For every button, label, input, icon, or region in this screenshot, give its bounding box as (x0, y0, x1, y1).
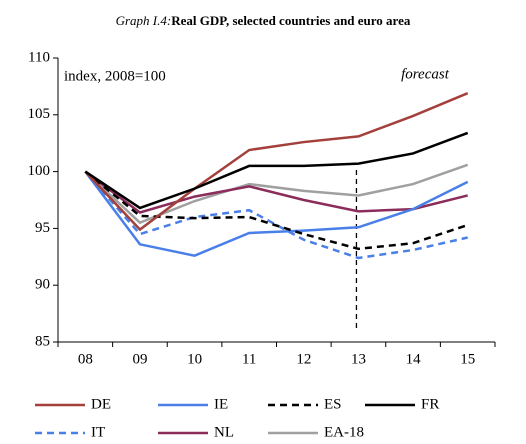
legend-label: NL (214, 424, 234, 440)
series-line (84, 92, 469, 232)
legend-label: IT (91, 424, 105, 440)
annotation: index, 2008=100 (64, 68, 166, 84)
series-line (84, 170, 469, 257)
y-tick-label: 95 (35, 220, 50, 236)
legend-label: IE (214, 396, 228, 412)
series-line (84, 170, 469, 251)
x-tick-label: 15 (460, 351, 475, 367)
x-tick-label: 10 (187, 351, 202, 367)
series-line (84, 170, 468, 260)
x-tick-label: 09 (132, 351, 147, 367)
graph-label: Graph I.4: (116, 13, 172, 28)
x-tick-label: 14 (406, 351, 422, 367)
x-tick-label: 08 (78, 351, 93, 367)
x-tick-label: 11 (242, 351, 256, 367)
y-tick-label: 90 (35, 277, 50, 293)
legend-label: EA-18 (324, 424, 364, 440)
y-tick-label: 110 (28, 49, 50, 65)
chart-title: Graph I.4:Real GDP, selected countries a… (116, 13, 411, 28)
y-tick-label: 105 (28, 106, 51, 122)
y-tick-label: 85 (35, 333, 50, 349)
x-tick-label: 13 (351, 351, 366, 367)
legend-label: FR (421, 396, 439, 412)
legend-label: ES (324, 396, 342, 412)
series-line (84, 170, 468, 214)
annotation: forecast (401, 66, 450, 82)
x-tick-label: 12 (296, 351, 311, 367)
series-line (84, 163, 469, 225)
title-text: Real GDP, selected countries and euro ar… (171, 13, 411, 28)
y-tick-label: 100 (28, 163, 51, 179)
series-line (84, 131, 469, 210)
legend-label: DE (91, 396, 111, 412)
